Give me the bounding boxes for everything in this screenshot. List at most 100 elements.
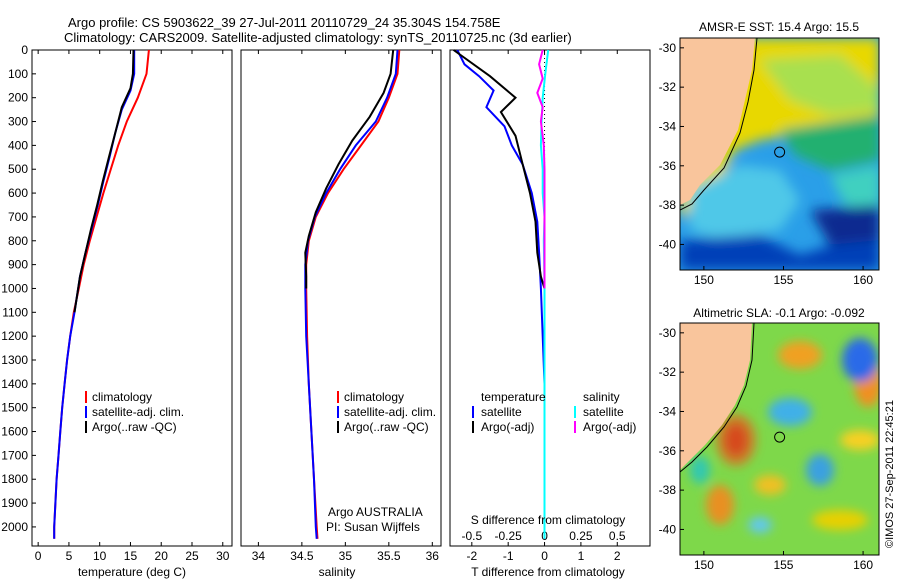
x-tick-label: 36	[426, 549, 440, 563]
lat-tick-label: -30	[659, 41, 677, 55]
profile-title: Argo profile: CS 5903622_39 27-Jul-2011 …	[68, 15, 501, 30]
lat-tick-label: -30	[659, 326, 677, 340]
x-tick-label: 35	[339, 549, 353, 563]
sla-map-title: Altimetric SLA: -0.1 Argo: -0.092	[693, 306, 865, 320]
legend-label-argo: Argo(..raw -QC)	[344, 420, 429, 434]
y-tick-label: 1100	[2, 305, 28, 319]
sla-lon-axis: 150 155 160	[694, 551, 873, 572]
lat-tick-label: -38	[659, 483, 677, 497]
x-tick-label: 2	[614, 549, 621, 563]
x-tick-label: 35.5	[377, 549, 401, 563]
x-tick-label: 5	[66, 549, 73, 563]
temperature-axes-box	[31, 49, 233, 547]
temperature-panel: 0100200300400500600700800900100011001200…	[1, 43, 233, 579]
difference-axes-box	[449, 49, 651, 547]
difference-legend: temperature salinity satellite Argo(-adj…	[472, 390, 636, 434]
lat-tick-label: -34	[659, 119, 677, 133]
sla-field	[680, 323, 879, 555]
lat-tick-label: -38	[659, 198, 677, 212]
legend-label-satellite: satellite-adj. clim.	[344, 405, 436, 419]
sla-profile-marker	[774, 431, 786, 443]
s-tick-label: 0.5	[609, 529, 626, 543]
sla-lat-axis: -30 -32 -34 -36 -38 -40	[659, 326, 684, 536]
series-line	[73, 49, 135, 313]
x-tick-label: 0	[35, 549, 42, 563]
x-tick-label: 30	[216, 549, 230, 563]
lon-tick-label: 160	[853, 558, 873, 572]
credit-pi: PI: Susan Wijffels	[326, 520, 420, 534]
sst-lon-axis: 150 155 160	[694, 266, 873, 287]
lat-tick-label: -32	[659, 80, 677, 94]
series-line	[304, 49, 395, 289]
y-tick-label: 1900	[1, 496, 28, 510]
y-tick-label: 500	[8, 162, 28, 176]
lat-tick-label: -40	[659, 237, 677, 251]
x-tick-label: 15	[124, 549, 138, 563]
lat-tick-label: -40	[659, 522, 677, 536]
legend-heading-temperature: temperature	[481, 390, 546, 404]
lat-tick-label: -32	[659, 365, 677, 379]
temperature-x-axis: 0 5 10 15 20 25 30	[35, 50, 230, 563]
lat-tick-label: -34	[659, 404, 677, 418]
x-tick-label: 34	[252, 549, 266, 563]
y-tick-label: 1000	[1, 281, 28, 295]
legend-label-s-satellite: satellite	[583, 405, 624, 419]
salinity-xlabel: salinity	[319, 565, 356, 579]
legend-label-climatology: climatology	[344, 390, 404, 404]
x-tick-label: 34.5	[290, 549, 314, 563]
y-tick-label: 1800	[1, 472, 28, 486]
y-tick-label: 800	[8, 234, 28, 248]
salinity-axes-box	[240, 49, 442, 547]
x-tick-label: 1	[578, 549, 585, 563]
y-tick-label: 1700	[1, 448, 28, 462]
imos-stamp: ©IMOS 27-Sep-2011 22:45:21	[884, 400, 896, 548]
s-tick-label: 0.25	[569, 529, 593, 543]
salinity-panel: 34 34.5 35 35.5 36 salinity climatology sate…	[240, 49, 442, 579]
lon-tick-label: 155	[773, 273, 793, 287]
s-tick-label: -0.5	[461, 529, 482, 543]
lon-tick-label: 150	[694, 273, 714, 287]
difference-lines	[453, 49, 550, 539]
y-tick-label: 600	[8, 186, 28, 200]
legend-label-argo: Argo(..raw -QC)	[92, 420, 177, 434]
y-tick-label: 300	[8, 115, 28, 129]
legend-label-t-argo: Argo(-adj)	[481, 420, 534, 434]
sst-lat-axis: -30 -32 -34 -36 -38 -40	[659, 41, 684, 251]
legend-heading-salinity: salinity	[583, 390, 620, 404]
climatology-title: Climatology: CARS2009. Satellite-adjuste…	[64, 30, 572, 45]
sst-land	[680, 38, 755, 205]
x-tick-label: 20	[155, 549, 169, 563]
temperature-legend: climatology satellite-adj. clim. Argo(..…	[85, 390, 184, 434]
x-tick-label: -1	[503, 549, 514, 563]
sst-field	[680, 38, 879, 270]
y-tick-label: 900	[8, 258, 28, 272]
depth-axis: 0 100 200 300 400 500 600 700 800 900 1000 1100 1200…	[1, 43, 36, 534]
lon-tick-label: 150	[694, 558, 714, 572]
x-tick-label: 25	[185, 549, 199, 563]
y-tick-label: 100	[8, 67, 28, 81]
lon-tick-label: 160	[853, 273, 873, 287]
sla-land	[680, 323, 752, 470]
y-tick-label: 0	[21, 43, 28, 57]
difference-panel: -2 -1 0 1 2-0.5 -0.25 0 0.25 0.5 S difference fr…	[449, 49, 651, 579]
lat-tick-label: -36	[659, 159, 677, 173]
x-tick-label: 0	[541, 549, 548, 563]
temperature-xlabel: temperature (deg C)	[78, 565, 186, 579]
sst-map-title: AMSR-E SST: 15.4 Argo: 15.5	[699, 20, 859, 34]
x-tick-label: -2	[466, 549, 477, 563]
difference-x-axis: -2 -1 0 1 2-0.5 -0.25 0 0.25 0.5	[461, 50, 626, 563]
x-tick-label: 10	[93, 549, 107, 563]
lat-tick-label: -36	[659, 444, 677, 458]
temperature-lines	[53, 49, 150, 539]
y-tick-label: 1600	[1, 425, 28, 439]
legend-label-s-argo: Argo(-adj)	[583, 420, 636, 434]
s-diff-xlabel: S difference from climatology	[471, 513, 626, 527]
sla-map: Altimetric SLA: -0.1 Argo: -0.092	[659, 306, 880, 572]
legend-label-climatology: climatology	[92, 390, 152, 404]
y-tick-label: 200	[8, 91, 28, 105]
y-tick-label: 700	[8, 210, 28, 224]
sst-profile-marker	[774, 146, 786, 158]
salinity-legend: climatology satellite-adj. clim. Argo(..…	[337, 390, 436, 434]
y-tick-label: 2000	[1, 520, 28, 534]
